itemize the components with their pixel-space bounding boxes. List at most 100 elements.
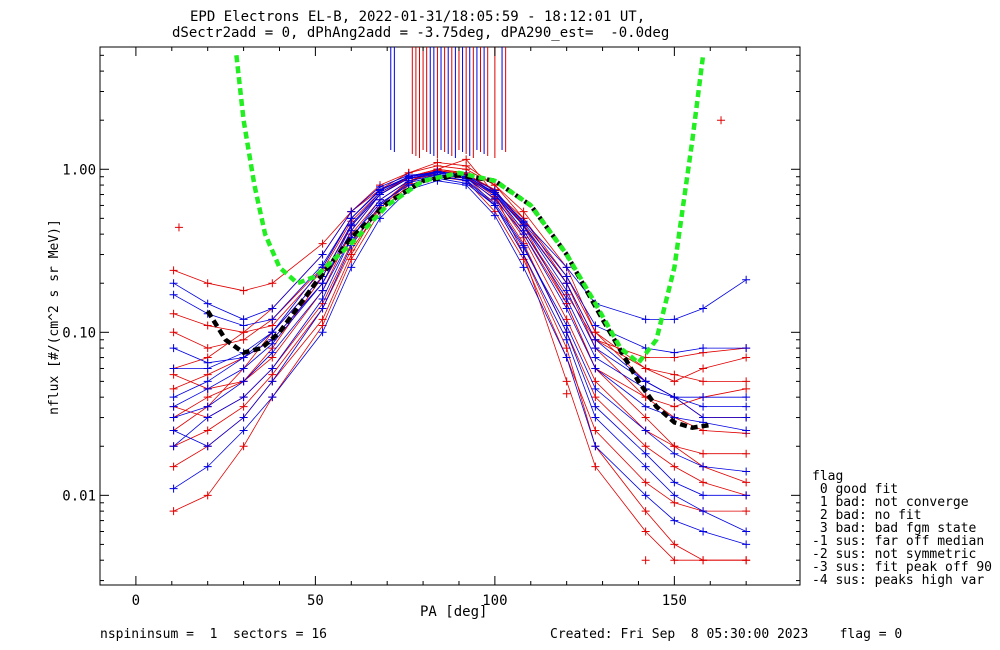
series-point — [268, 315, 277, 324]
series-point — [670, 315, 679, 324]
series-point — [519, 226, 528, 235]
series-point — [591, 402, 600, 411]
series-point — [433, 168, 442, 177]
legend-item: -1 sus: far off median — [812, 534, 985, 549]
series-point — [699, 527, 708, 536]
series-point — [742, 384, 751, 393]
series-point — [641, 507, 650, 516]
series-point — [742, 449, 751, 458]
series-point — [670, 462, 679, 471]
series-point — [347, 263, 356, 272]
series-point — [203, 491, 212, 500]
series-line — [173, 172, 747, 320]
fit-curve-black — [205, 172, 711, 430]
series-point — [562, 353, 571, 362]
series-point — [699, 478, 708, 487]
series-point — [239, 442, 248, 451]
series-point — [562, 279, 571, 288]
series-point — [742, 426, 751, 435]
series-point — [591, 426, 600, 435]
series-point — [203, 462, 212, 471]
footer-left: nspininsum = 1 sectors = 16 — [100, 627, 327, 642]
series-point — [169, 290, 178, 299]
series-point — [268, 377, 277, 386]
series-point — [591, 344, 600, 353]
series-point — [742, 478, 751, 487]
series-point — [347, 255, 356, 264]
chart-subtitle: dSectr2add = 0, dPhAng2add = -3.75deg, d… — [172, 25, 670, 41]
series-point — [404, 172, 413, 181]
series-point — [641, 315, 650, 324]
x-tick-label: 150 — [662, 593, 687, 609]
legend-item: 0 good fit — [812, 482, 899, 497]
series-point — [519, 218, 528, 227]
series-point — [699, 402, 708, 411]
legend-item: -4 sus: peaks high var — [812, 573, 985, 588]
series-point — [268, 364, 277, 373]
series-point — [562, 286, 571, 295]
series-point — [169, 309, 178, 318]
x-tick-label: 0 — [132, 593, 140, 609]
series-point — [562, 344, 571, 353]
series-point — [239, 426, 248, 435]
series-point — [169, 413, 178, 422]
series-point — [347, 207, 356, 216]
axis-layer: 0 50 100 150 0.01 0.10 1.00 — [62, 47, 800, 609]
series-point — [239, 321, 248, 330]
series-point — [591, 413, 600, 422]
series-line — [173, 158, 747, 561]
series-point — [742, 393, 751, 402]
series-point — [670, 442, 679, 451]
legend-item: 1 bad: not converge — [812, 495, 969, 510]
series-point — [591, 335, 600, 344]
series-point — [591, 442, 600, 451]
series-point — [699, 556, 708, 565]
y-tick-label: 0.10 — [62, 325, 96, 341]
series-point — [699, 377, 708, 386]
series-point — [641, 413, 650, 422]
series-point — [203, 402, 212, 411]
series-point — [239, 335, 248, 344]
series-point — [742, 377, 751, 386]
legend-title: flag — [812, 469, 844, 484]
series-line — [173, 168, 747, 390]
series-point — [433, 158, 442, 167]
series-point — [742, 491, 751, 500]
series-point — [169, 462, 178, 471]
series-point — [641, 377, 650, 386]
series-point — [562, 263, 571, 272]
series-point — [169, 266, 178, 275]
series-point — [641, 527, 650, 536]
series-point — [742, 507, 751, 516]
series-point — [562, 328, 571, 337]
legend-item: 3 bad: bad fgm state — [812, 521, 977, 536]
series-point — [318, 250, 327, 259]
series-point — [742, 344, 751, 353]
series-point — [519, 241, 528, 250]
outlier-point — [174, 223, 183, 232]
series-point — [670, 516, 679, 525]
series-point — [699, 507, 708, 516]
chart-title: EPD Electrons EL-B, 2022-01-31/18:05:59 … — [190, 9, 646, 25]
series-point — [462, 155, 471, 164]
outlier-point — [562, 389, 571, 398]
series-point — [641, 462, 650, 471]
series-point — [641, 442, 650, 451]
series-point — [670, 556, 679, 565]
series-point — [670, 377, 679, 386]
series-line — [173, 165, 747, 418]
series-point — [490, 211, 499, 220]
series-point — [203, 321, 212, 330]
series-point — [169, 344, 178, 353]
series-point — [742, 413, 751, 422]
series-point — [203, 442, 212, 451]
series-point — [699, 462, 708, 471]
series-point — [203, 413, 212, 422]
series-point — [742, 353, 751, 362]
series-point — [239, 364, 248, 373]
series-point — [519, 207, 528, 216]
series-point — [239, 402, 248, 411]
series-point — [318, 279, 327, 288]
series-point — [239, 377, 248, 386]
